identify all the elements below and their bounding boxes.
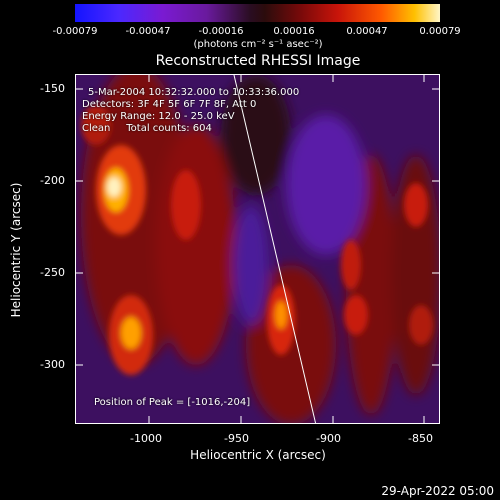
y-tick-label: -300 [40, 358, 65, 371]
x-tick-label: -1000 [130, 432, 162, 445]
x-tick-label: -850 [408, 432, 433, 445]
info-clean-counts: Clean Total counts: 604 [82, 123, 212, 134]
y-axis-title: Heliocentric Y (arcsec) [9, 182, 23, 318]
y-tick-label: -150 [40, 82, 65, 95]
solar-limb-line [233, 75, 317, 423]
colorbar-tick: 0.00079 [419, 26, 461, 37]
colorbar-tick: 0.00016 [273, 26, 315, 37]
colorbar-tick: -0.00016 [198, 26, 244, 37]
colorbar-tick: 0.00047 [346, 26, 388, 37]
info-time-range: 5-Mar-2004 10:32:32.000 to 10:33:36.000 [88, 87, 300, 98]
x-tick-label: -900 [316, 432, 341, 445]
y-tick-label: -250 [40, 266, 65, 279]
y-tick-label: -200 [40, 174, 65, 187]
peak-position: Position of Peak = [-1016,-204] [94, 397, 251, 408]
rhessi-image: 5-Mar-2004 10:32:32.000 to 10:33:36.000 … [75, 74, 440, 424]
rhessi-image-svg [76, 75, 439, 423]
colorbar-units-label: (photons cm⁻² s⁻¹ asec⁻²) [193, 39, 323, 50]
colorbar-tick: -0.00047 [125, 26, 171, 37]
x-axis-title: Heliocentric X (arcsec) [190, 448, 326, 462]
x-tick-label: -950 [224, 432, 249, 445]
image-title: Reconstructed RHESSI Image [155, 53, 361, 69]
colorbar [75, 4, 440, 22]
info-energy-range: Energy Range: 12.0 - 25.0 keV [82, 111, 235, 122]
colorbar-tick: -0.00079 [52, 26, 98, 37]
info-detectors: Detectors: 3F 4F 5F 6F 7F 8F, Att 0 [82, 99, 257, 110]
footer-timestamp: 29-Apr-2022 05:00 [381, 484, 494, 498]
